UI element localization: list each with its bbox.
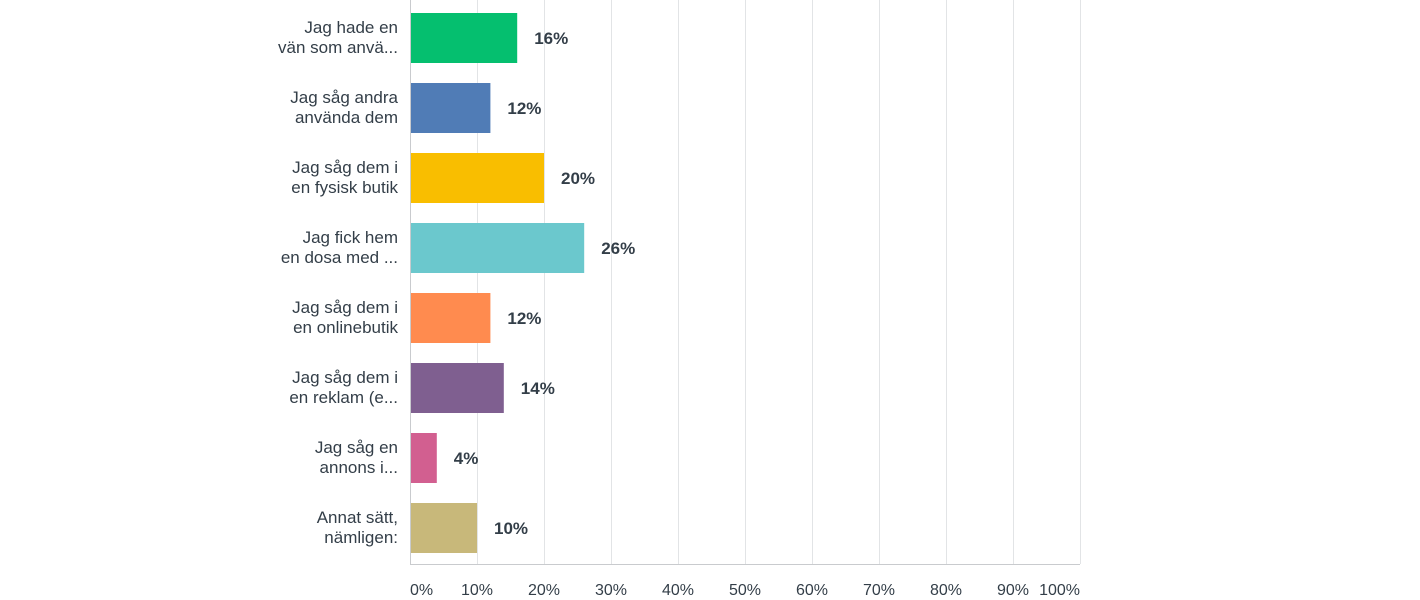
- x-tick-label: 90%: [997, 582, 1029, 599]
- value-label: 16%: [534, 29, 568, 48]
- x-tick-label: 80%: [930, 582, 962, 599]
- category-label: Jag såg dem i: [292, 158, 398, 177]
- grid-layer: [410, 0, 1081, 565]
- value-label: 14%: [521, 379, 555, 398]
- category-label: Jag hade en: [304, 18, 398, 37]
- category-label: en reklam (e...: [289, 388, 398, 407]
- bar: [411, 433, 437, 483]
- category-label: vän som anvä...: [278, 38, 398, 57]
- value-label: 20%: [561, 169, 595, 188]
- bar: [411, 223, 585, 273]
- bar: [411, 293, 491, 343]
- category-label: en fysisk butik: [291, 178, 398, 197]
- x-tick-label: 60%: [796, 582, 828, 599]
- category-label: en dosa med ...: [281, 248, 398, 267]
- category-label: använda dem: [295, 108, 398, 127]
- value-label: 26%: [601, 239, 635, 258]
- category-label: Jag såg dem i: [292, 368, 398, 387]
- category-label: nämligen:: [324, 528, 398, 547]
- value-label: 10%: [494, 519, 528, 538]
- x-axis-ticks: 0% 10% 20% 30% 40% 50% 60% 70% 80% 90% 100%: [410, 582, 1080, 599]
- value-label: 4%: [454, 449, 479, 468]
- category-label: annons i...: [320, 458, 398, 477]
- x-tick-label: 100%: [1039, 582, 1080, 599]
- bar-layer: [411, 13, 585, 553]
- category-label: Jag såg dem i: [292, 298, 398, 317]
- category-label: Jag såg en: [315, 438, 398, 457]
- x-tick-label: 10%: [461, 582, 493, 599]
- x-tick-label: 20%: [528, 582, 560, 599]
- x-tick-label: 50%: [729, 582, 761, 599]
- value-label: 12%: [507, 309, 541, 328]
- category-label: Annat sätt,: [317, 508, 398, 527]
- x-tick-label: 30%: [595, 582, 627, 599]
- value-label: 12%: [507, 99, 541, 118]
- x-tick-label: 70%: [863, 582, 895, 599]
- category-label: Jag fick hem: [303, 228, 398, 247]
- category-label: en onlinebutik: [293, 318, 398, 337]
- bar: [411, 153, 544, 203]
- bar: [411, 83, 491, 133]
- bar: [411, 13, 518, 63]
- x-tick-label: 0%: [410, 582, 433, 599]
- x-tick-label: 40%: [662, 582, 694, 599]
- bar: [411, 503, 477, 553]
- bar: [411, 363, 504, 413]
- category-label: Jag såg andra: [290, 88, 398, 107]
